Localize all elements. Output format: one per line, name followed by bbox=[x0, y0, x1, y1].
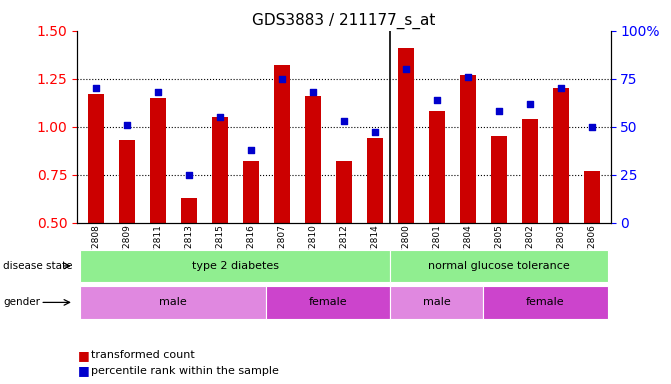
Point bbox=[586, 124, 597, 130]
Point bbox=[183, 172, 194, 178]
Point bbox=[370, 129, 380, 136]
Text: transformed count: transformed count bbox=[91, 350, 195, 360]
Bar bbox=[181, 198, 197, 223]
Bar bbox=[460, 75, 476, 223]
Text: ■: ■ bbox=[78, 349, 90, 362]
Point bbox=[91, 85, 101, 91]
Text: ■: ■ bbox=[78, 364, 90, 377]
Point bbox=[525, 101, 535, 107]
Point bbox=[494, 108, 505, 114]
Point bbox=[401, 66, 411, 72]
Text: gender: gender bbox=[3, 297, 40, 308]
Bar bbox=[243, 161, 258, 223]
Text: normal glucose tolerance: normal glucose tolerance bbox=[428, 261, 570, 271]
Point bbox=[276, 76, 287, 82]
Text: type 2 diabetes: type 2 diabetes bbox=[192, 261, 279, 271]
Point bbox=[121, 122, 132, 128]
Point bbox=[246, 147, 256, 153]
Bar bbox=[522, 119, 537, 223]
Point bbox=[462, 74, 473, 80]
Point bbox=[215, 114, 225, 120]
Bar bbox=[336, 161, 352, 223]
Bar bbox=[429, 111, 445, 223]
Point bbox=[431, 97, 442, 103]
Point bbox=[556, 85, 566, 91]
Point bbox=[338, 118, 349, 124]
Text: female: female bbox=[309, 297, 348, 308]
Bar bbox=[274, 65, 290, 223]
Bar bbox=[212, 117, 227, 223]
Bar bbox=[367, 138, 382, 223]
Point bbox=[307, 89, 318, 95]
Bar bbox=[553, 88, 569, 223]
Text: male: male bbox=[160, 297, 187, 308]
Point bbox=[152, 89, 163, 95]
Text: female: female bbox=[526, 297, 565, 308]
Text: percentile rank within the sample: percentile rank within the sample bbox=[91, 366, 278, 376]
Bar bbox=[119, 140, 135, 223]
Bar bbox=[305, 96, 321, 223]
Bar bbox=[88, 94, 103, 223]
Text: male: male bbox=[423, 297, 451, 308]
Bar bbox=[491, 136, 507, 223]
Text: disease state: disease state bbox=[3, 261, 73, 271]
Bar bbox=[150, 98, 166, 223]
Bar bbox=[584, 171, 600, 223]
Bar bbox=[398, 48, 413, 223]
Title: GDS3883 / 211177_s_at: GDS3883 / 211177_s_at bbox=[252, 13, 435, 29]
